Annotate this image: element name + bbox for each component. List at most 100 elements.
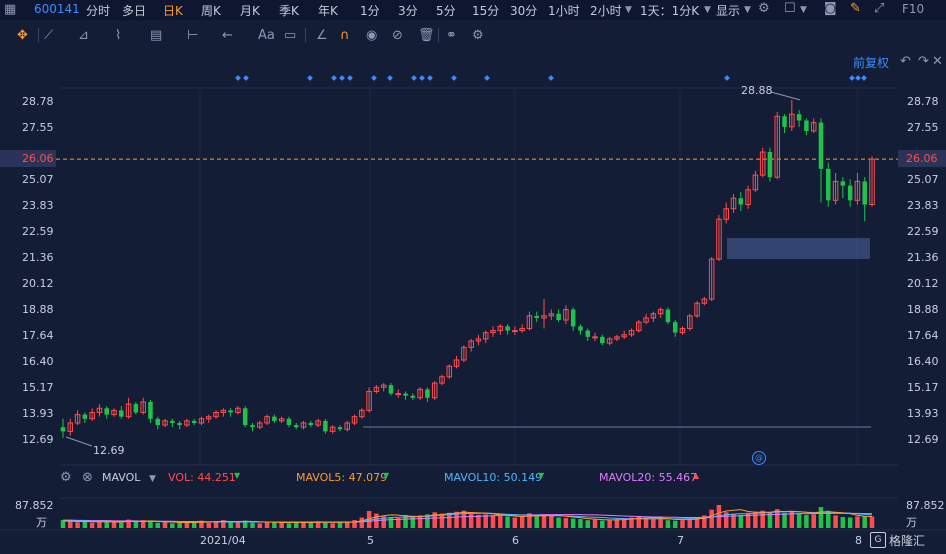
volume-bar <box>206 522 212 528</box>
volume-bar <box>614 519 620 528</box>
volume-bar <box>301 521 306 528</box>
selection-range-box[interactable] <box>727 238 870 259</box>
candle-body-up <box>643 317 649 323</box>
delete-icon[interactable]: 🗑 <box>418 28 435 43</box>
volume-bar <box>745 512 751 528</box>
event-marker-icon <box>427 75 433 81</box>
range-icon[interactable]: ⊢ <box>187 28 199 43</box>
candle-body-up <box>869 158 875 206</box>
volume-bar <box>461 510 467 528</box>
settings-icon[interactable]: ⚙ <box>60 470 72 485</box>
tab-daily-k[interactable]: 日K <box>163 4 183 18</box>
price-tick-left: 20.12 <box>22 276 54 290</box>
settings-icon[interactable]: ⚙ <box>472 28 484 43</box>
tab-quarterly-k[interactable]: 季K <box>279 4 299 18</box>
volume-bar <box>847 517 853 528</box>
redo-icon[interactable]: ↷ <box>918 54 929 69</box>
candle-body-up <box>380 384 387 388</box>
close-icon[interactable]: ✕ <box>932 54 943 69</box>
volume-bar <box>643 518 649 528</box>
volume-bar <box>213 521 219 528</box>
max-leader-line <box>770 91 801 101</box>
eye-icon[interactable]: ◉ <box>366 28 378 43</box>
price-tick-left: 28.78 <box>22 95 54 108</box>
candle-body-up <box>431 382 438 399</box>
tab-fenshi[interactable]: 分时 <box>86 4 111 18</box>
candle-body-up <box>701 298 708 304</box>
indicator-name[interactable]: MAVOL <box>102 471 141 484</box>
arrow-icon[interactable]: ← <box>222 28 233 43</box>
candle-body-up <box>89 411 95 420</box>
hide-icon[interactable]: ⊘ <box>392 28 403 43</box>
chevron-down-icon[interactable]: ▼ <box>704 5 711 15</box>
volume-bar <box>359 517 365 528</box>
volume-bar <box>519 517 525 528</box>
candle-body-up <box>497 325 504 332</box>
volume-bar <box>337 522 343 528</box>
volume-bar <box>862 516 867 528</box>
adjust-mode-button[interactable]: 前复权 <box>853 56 890 70</box>
candle-body-up <box>723 208 729 220</box>
volume-bar <box>818 507 824 528</box>
undo-icon[interactable]: ↶ <box>900 54 911 69</box>
volume-bar <box>855 516 860 528</box>
settings-icon[interactable]: ⚙ <box>758 1 770 16</box>
grid-icon[interactable]: ▦ <box>4 2 17 17</box>
tab-yearly-k[interactable]: 年K <box>318 4 338 18</box>
price-tick-left: 13.93 <box>22 406 54 420</box>
text-tool[interactable]: Aa <box>258 28 275 43</box>
volume-bar <box>228 522 233 528</box>
tab-15min[interactable]: 15分 <box>472 4 500 18</box>
tab-duori[interactable]: 多日 <box>122 4 147 18</box>
tab-5min[interactable]: 5分 <box>436 4 456 18</box>
volume-bar <box>60 520 66 528</box>
period-dropdown[interactable]: 1天：1分K <box>640 4 700 18</box>
candle-body-down <box>862 181 867 205</box>
candle-body-up <box>730 197 737 210</box>
chevron-down-icon[interactable]: ▼ <box>149 474 156 484</box>
stock-code[interactable]: 600141 <box>34 2 80 16</box>
checkbox-icon[interactable]: ☐ <box>784 1 796 16</box>
comment-icon[interactable]: ▭ <box>284 28 297 43</box>
tab-weekly-k[interactable]: 周K <box>201 4 221 18</box>
indicator-header: ⚙ ⊗ MAVOL ▼ VOL: 44.251 ▼ MAVOL5: 47.079… <box>0 470 946 486</box>
volume-bar <box>665 520 671 528</box>
ruler-icon[interactable]: ∠ <box>316 28 328 43</box>
tab-1min[interactable]: 1分 <box>360 4 380 18</box>
tab-2hour[interactable]: 2小时 <box>590 4 622 18</box>
volume-bar <box>629 517 634 528</box>
fullscreen-icon[interactable]: ⤢ <box>874 1 885 16</box>
trend-icon[interactable]: ⊿ <box>78 28 89 43</box>
chevron-down-icon[interactable]: ▼ <box>625 5 632 15</box>
chevron-down-icon[interactable]: ▼ <box>800 5 807 15</box>
chevron-down-icon[interactable]: ▼ <box>744 5 751 15</box>
close-circle-icon[interactable]: ⊗ <box>82 470 93 485</box>
tab-3min[interactable]: 3分 <box>398 4 418 18</box>
target-icon[interactable]: @ <box>752 451 766 465</box>
measure-icon[interactable]: ▤ <box>150 28 163 43</box>
camera-icon[interactable]: ◙ <box>824 1 837 16</box>
polyline-icon[interactable]: ⌇ <box>115 28 122 43</box>
tab-monthly-k[interactable]: 月K <box>240 4 260 18</box>
display-dropdown[interactable]: 显示 <box>716 4 741 18</box>
event-marker-icon <box>243 75 249 81</box>
candle-body-up <box>759 151 766 176</box>
candle-body-down <box>155 418 161 426</box>
price-tick-left: 25.07 <box>22 172 54 186</box>
pencil-icon[interactable]: ✎ <box>850 1 861 16</box>
magnet-icon[interactable]: ∩ <box>340 28 350 43</box>
volume-bar <box>75 522 80 528</box>
tab-1hour[interactable]: 1小时 <box>548 4 580 18</box>
volume-bar <box>148 521 153 528</box>
tab-30min[interactable]: 30分 <box>510 4 538 18</box>
f10-button[interactable]: F10 <box>902 2 925 16</box>
event-marker-icon <box>724 75 730 81</box>
candle-body-up <box>563 309 569 321</box>
link-icon[interactable]: ⚭ <box>446 28 457 43</box>
candle-body-down <box>826 168 831 201</box>
candle-body-up <box>257 422 263 428</box>
move-icon[interactable]: ✥ <box>17 28 28 43</box>
line-icon[interactable]: ⟋ <box>44 28 54 43</box>
candle-body-down <box>60 427 66 432</box>
